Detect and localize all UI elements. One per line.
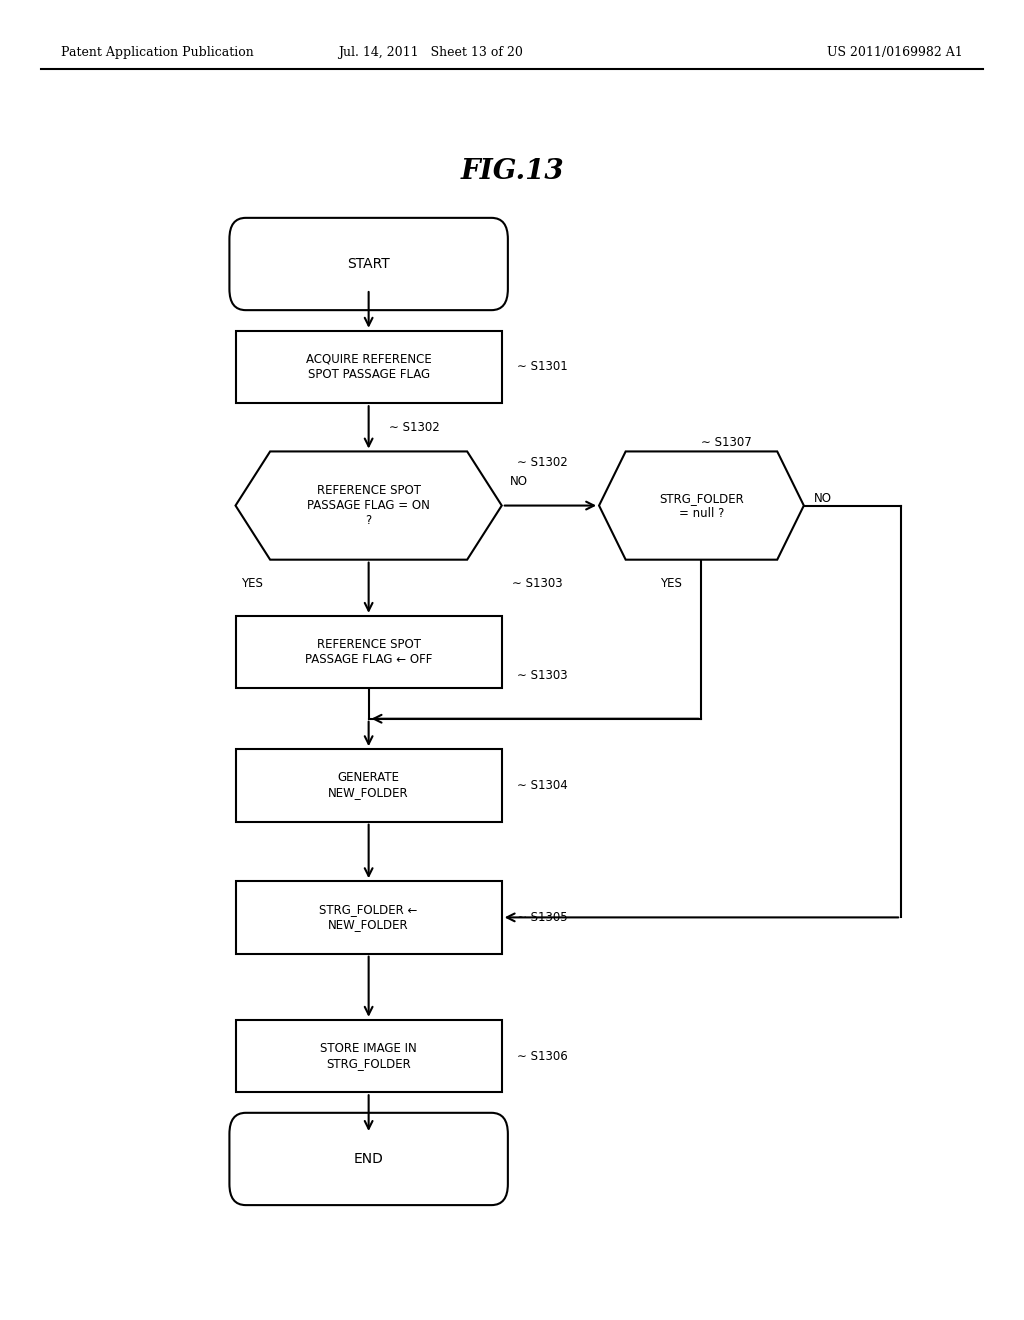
Text: STRG_FOLDER
= null ?: STRG_FOLDER = null ? bbox=[659, 491, 743, 520]
Text: ∼ S1304: ∼ S1304 bbox=[517, 779, 568, 792]
Bar bbox=[236, 615, 502, 689]
Text: ∼ S1306: ∼ S1306 bbox=[517, 1049, 568, 1063]
Text: NO: NO bbox=[510, 475, 528, 488]
Text: YES: YES bbox=[241, 577, 262, 590]
Text: FIG.13: FIG.13 bbox=[460, 158, 564, 185]
Polygon shape bbox=[599, 451, 804, 560]
Text: YES: YES bbox=[660, 577, 682, 590]
Text: ∼ S1301: ∼ S1301 bbox=[517, 360, 568, 374]
FancyBboxPatch shape bbox=[229, 218, 508, 310]
Text: START: START bbox=[347, 257, 390, 271]
Text: US 2011/0169982 A1: US 2011/0169982 A1 bbox=[826, 46, 963, 59]
Bar bbox=[236, 1019, 502, 1093]
Text: Jul. 14, 2011   Sheet 13 of 20: Jul. 14, 2011 Sheet 13 of 20 bbox=[338, 46, 522, 59]
Text: Patent Application Publication: Patent Application Publication bbox=[61, 46, 254, 59]
Bar bbox=[236, 330, 502, 404]
Bar bbox=[236, 882, 502, 953]
Text: ∼ S1305: ∼ S1305 bbox=[517, 911, 567, 924]
Text: ∼ S1307: ∼ S1307 bbox=[701, 436, 753, 449]
Text: REFERENCE SPOT
PASSAGE FLAG = ON
?: REFERENCE SPOT PASSAGE FLAG = ON ? bbox=[307, 484, 430, 527]
Polygon shape bbox=[236, 451, 502, 560]
Text: STORE IMAGE IN
STRG_FOLDER: STORE IMAGE IN STRG_FOLDER bbox=[321, 1041, 417, 1071]
Text: END: END bbox=[353, 1152, 384, 1166]
Text: REFERENCE SPOT
PASSAGE FLAG ← OFF: REFERENCE SPOT PASSAGE FLAG ← OFF bbox=[305, 638, 432, 667]
Text: STRG_FOLDER ←
NEW_FOLDER: STRG_FOLDER ← NEW_FOLDER bbox=[319, 903, 418, 932]
Text: ∼ S1302: ∼ S1302 bbox=[517, 455, 568, 469]
Text: ∼ S1303: ∼ S1303 bbox=[517, 669, 567, 682]
Text: GENERATE
NEW_FOLDER: GENERATE NEW_FOLDER bbox=[329, 771, 409, 800]
Text: ∼ S1302: ∼ S1302 bbox=[389, 421, 440, 434]
FancyBboxPatch shape bbox=[229, 1113, 508, 1205]
Bar bbox=[236, 750, 502, 821]
Text: ∼ S1303: ∼ S1303 bbox=[512, 577, 562, 590]
Text: NO: NO bbox=[814, 492, 833, 506]
Text: ACQUIRE REFERENCE
SPOT PASSAGE FLAG: ACQUIRE REFERENCE SPOT PASSAGE FLAG bbox=[306, 352, 431, 381]
